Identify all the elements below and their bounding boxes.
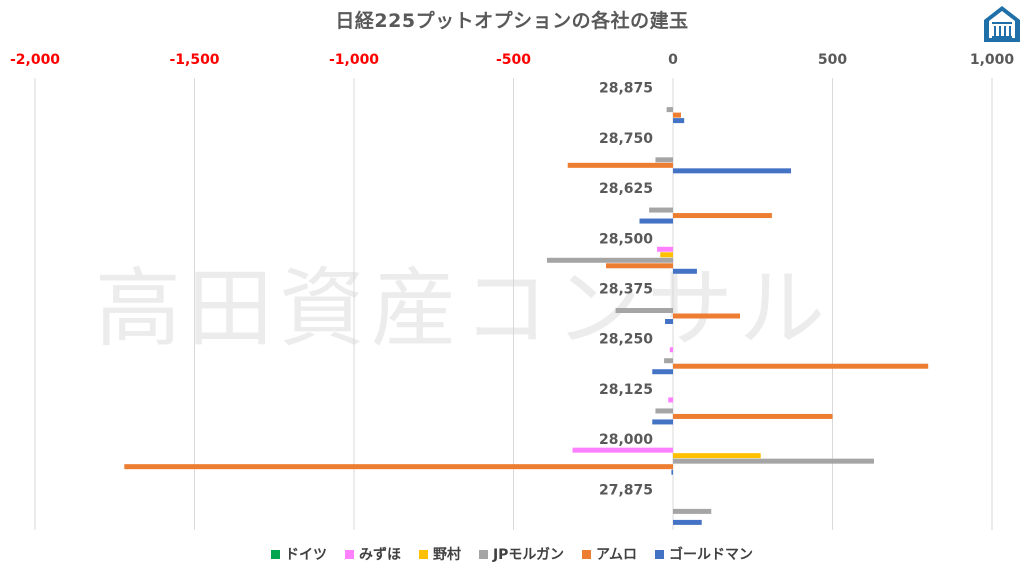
x-tick-label: 500: [818, 52, 847, 68]
bar: [671, 469, 673, 475]
x-tick-label: -1,500: [169, 52, 219, 68]
bar: [652, 419, 673, 425]
legend-swatch: [582, 549, 592, 559]
legend: ドイツ みずほ 野村 JPモルガン アムロ ゴールドマン: [0, 544, 1024, 564]
bar: [657, 246, 673, 252]
category-label: 28,125: [599, 382, 653, 398]
bar: [572, 447, 673, 453]
legend-item: みずほ: [344, 544, 401, 564]
bar: [664, 358, 673, 364]
bar: [673, 268, 697, 274]
legend-label: JPモルガン: [492, 547, 565, 563]
bar: [655, 157, 673, 163]
bar: [673, 458, 874, 464]
bar: [673, 519, 702, 525]
bar: [652, 369, 673, 375]
legend-item: ゴールドマン: [655, 544, 753, 564]
bar: [673, 118, 685, 124]
category-label: 28,500: [599, 231, 653, 247]
bar: [666, 107, 673, 113]
category-label: 28,625: [599, 181, 653, 197]
house-logo-icon: [984, 6, 1020, 42]
legend-label: 野村: [432, 547, 461, 563]
chart-title: 日経225プットオプションの各社の建玉: [335, 10, 689, 32]
bar: [567, 162, 673, 168]
category-label: 28,375: [599, 282, 653, 298]
legend-swatch: [418, 549, 428, 559]
bar: [673, 112, 681, 118]
x-tick-label: 1,000: [970, 52, 1015, 68]
bar: [673, 168, 792, 174]
watermark: 高田資産コンサル: [95, 259, 831, 359]
bar: [546, 257, 673, 263]
legend-label: ドイツ: [284, 547, 327, 563]
bar: [615, 308, 673, 313]
category-label: 28,875: [599, 81, 653, 97]
legend-swatch: [655, 549, 665, 559]
x-tick-label: -2,000: [10, 52, 60, 68]
category-label: 28,250: [599, 332, 653, 348]
category-label: 27,875: [599, 482, 653, 498]
bar: [673, 413, 833, 419]
bar: [668, 397, 673, 403]
x-tick-label: -500: [496, 52, 531, 68]
legend-swatch: [270, 549, 280, 559]
bar: [673, 313, 740, 319]
bar: [660, 252, 673, 258]
bar: [669, 347, 673, 353]
category-label: 28,000: [599, 432, 653, 448]
legend-swatch: [478, 549, 488, 559]
bar: [639, 218, 673, 224]
legend-label: みずほ: [358, 547, 401, 563]
bar: [655, 408, 673, 414]
legend-label: アムロ: [596, 547, 638, 563]
bar: [673, 508, 712, 514]
x-tick-label: 0: [668, 52, 678, 68]
bar: [673, 363, 929, 369]
bar: [665, 319, 673, 324]
bar: [673, 453, 761, 459]
bar: [673, 213, 772, 219]
bar: [649, 207, 673, 213]
legend-label: ゴールドマン: [669, 547, 754, 563]
legend-item: JPモルガン: [478, 544, 565, 564]
legend-item: ドイツ: [270, 544, 327, 564]
bar: [124, 464, 673, 470]
bar: [606, 263, 673, 269]
legend-swatch: [344, 549, 354, 559]
x-tick-label: -1,000: [329, 52, 379, 68]
legend-item: アムロ: [582, 544, 637, 564]
category-label: 28,750: [599, 131, 653, 147]
legend-item: 野村: [418, 544, 461, 564]
